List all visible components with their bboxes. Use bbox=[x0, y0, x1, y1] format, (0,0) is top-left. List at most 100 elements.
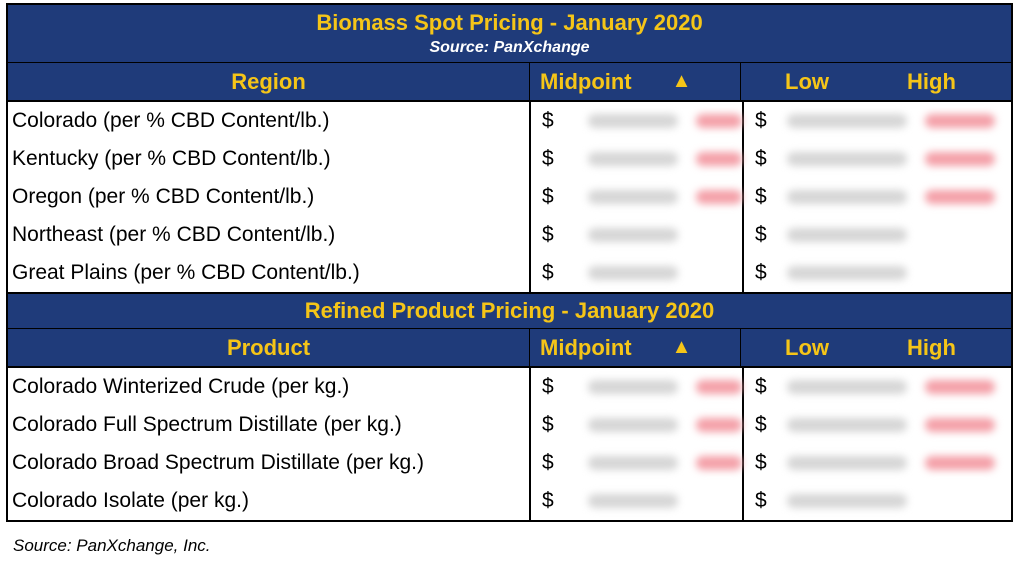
midpoint-header: Midpoint ▲ bbox=[530, 63, 741, 100]
redacted-high bbox=[924, 152, 995, 166]
redacted-value bbox=[587, 190, 678, 204]
pricing-table: Biomass Spot Pricing - January 2020 Sour… bbox=[6, 3, 1013, 522]
midpoint-cell: $ bbox=[531, 216, 742, 254]
biomass-rows: Colorado (per % CBD Content/lb.) Kentucky… bbox=[8, 102, 1011, 292]
redacted-low bbox=[786, 380, 907, 394]
currency-symbol: $ bbox=[755, 489, 767, 512]
redacted-value bbox=[587, 152, 678, 166]
low-high-cell: $ bbox=[744, 102, 1011, 140]
redacted-low bbox=[786, 190, 907, 204]
midpoint-cell: $ bbox=[531, 444, 742, 482]
biomass-low-high-column: $ $ $ $ $ bbox=[744, 102, 1011, 292]
refined-header-row: Product Midpoint ▲ Low High bbox=[8, 329, 1011, 368]
redacted-low bbox=[786, 228, 907, 242]
redacted-value bbox=[587, 418, 678, 432]
midpoint-cell: $ bbox=[531, 140, 742, 178]
biomass-name-column: Colorado (per % CBD Content/lb.) Kentucky… bbox=[8, 102, 531, 292]
redacted-change bbox=[695, 152, 742, 166]
refined-low-high-column: $ $ $ $ bbox=[744, 368, 1011, 520]
low-high-cell: $ bbox=[744, 178, 1011, 216]
region-header: Region bbox=[8, 63, 530, 100]
low-high-cell: $ bbox=[744, 444, 1011, 482]
refined-midpoint-header: Midpoint ▲ bbox=[530, 329, 741, 366]
currency-symbol: $ bbox=[542, 109, 554, 132]
refined-title: Refined Product Pricing - January 2020 bbox=[304, 298, 715, 323]
redacted-value bbox=[587, 114, 678, 128]
redacted-low bbox=[786, 152, 907, 166]
currency-symbol: $ bbox=[542, 451, 554, 474]
row-label: Great Plains (per % CBD Content/lb.) bbox=[12, 261, 360, 284]
refined-midpoint-header-label: Midpoint bbox=[540, 334, 632, 360]
refined-low-high-header: Low High bbox=[741, 329, 1011, 366]
row-label: Oregon (per % CBD Content/lb.) bbox=[12, 185, 315, 208]
row-label: Colorado (per % CBD Content/lb.) bbox=[12, 109, 330, 132]
currency-symbol: $ bbox=[542, 375, 554, 398]
sort-up-icon: ▲ bbox=[671, 70, 692, 92]
redacted-value bbox=[587, 456, 678, 470]
midpoint-cell: $ bbox=[531, 406, 742, 444]
sort-up-icon: ▲ bbox=[671, 336, 692, 358]
redacted-value bbox=[587, 228, 678, 242]
low-high-cell: $ bbox=[744, 406, 1011, 444]
midpoint-cell: $ bbox=[531, 254, 742, 292]
currency-symbol: $ bbox=[542, 413, 554, 436]
redacted-change bbox=[695, 380, 742, 394]
high-header: High bbox=[907, 68, 956, 94]
low-high-cell: $ bbox=[744, 254, 1011, 292]
midpoint-cell: $ bbox=[531, 102, 742, 140]
currency-symbol: $ bbox=[542, 261, 554, 284]
currency-symbol: $ bbox=[755, 413, 767, 436]
midpoint-cell: $ bbox=[531, 368, 742, 406]
redacted-low bbox=[786, 456, 907, 470]
refined-banner: Refined Product Pricing - January 2020 bbox=[8, 292, 1011, 329]
product-header: Product bbox=[8, 329, 530, 366]
currency-symbol: $ bbox=[755, 109, 767, 132]
currency-symbol: $ bbox=[755, 223, 767, 246]
redacted-value bbox=[587, 380, 678, 394]
currency-symbol: $ bbox=[542, 185, 554, 208]
redacted-high bbox=[924, 190, 995, 204]
low-high-cell: $ bbox=[744, 216, 1011, 254]
low-high-cell: $ bbox=[744, 482, 1011, 520]
refined-rows: Colorado Winterized Crude (per kg.) Color… bbox=[8, 368, 1011, 520]
biomass-banner: Biomass Spot Pricing - January 2020 Sour… bbox=[8, 5, 1011, 63]
midpoint-header-label: Midpoint bbox=[540, 68, 632, 94]
refined-midpoint-column: $ $ $ $ bbox=[531, 368, 744, 520]
row-label: Colorado Full Spectrum Distillate (per k… bbox=[12, 413, 402, 436]
currency-symbol: $ bbox=[755, 451, 767, 474]
row-label: Colorado Broad Spectrum Distillate (per … bbox=[12, 451, 425, 474]
redacted-high bbox=[924, 418, 995, 432]
biomass-header-row: Region Midpoint ▲ Low High bbox=[8, 63, 1011, 102]
row-label: Kentucky (per % CBD Content/lb.) bbox=[12, 147, 331, 170]
redacted-change bbox=[695, 418, 742, 432]
currency-symbol: $ bbox=[542, 147, 554, 170]
biomass-subtitle: Source: PanXchange bbox=[429, 39, 590, 56]
redacted-value bbox=[587, 266, 678, 280]
refined-name-column: Colorado Winterized Crude (per kg.) Color… bbox=[8, 368, 531, 520]
source-footer: Source: PanXchange, Inc. bbox=[13, 536, 211, 555]
redacted-low bbox=[786, 418, 907, 432]
low-header: Low bbox=[785, 68, 829, 94]
currency-symbol: $ bbox=[542, 489, 554, 512]
refined-low-header: Low bbox=[785, 334, 829, 360]
redacted-high bbox=[924, 114, 995, 128]
redacted-low bbox=[786, 494, 907, 508]
redacted-change bbox=[695, 190, 742, 204]
currency-symbol: $ bbox=[755, 147, 767, 170]
biomass-title: Biomass Spot Pricing - January 2020 bbox=[316, 10, 703, 35]
midpoint-cell: $ bbox=[531, 482, 742, 520]
currency-symbol: $ bbox=[755, 375, 767, 398]
redacted-high bbox=[924, 380, 995, 394]
row-label: Northeast (per % CBD Content/lb.) bbox=[12, 223, 336, 246]
low-high-cell: $ bbox=[744, 140, 1011, 178]
row-label: Colorado Winterized Crude (per kg.) bbox=[12, 375, 350, 398]
redacted-low bbox=[786, 114, 907, 128]
biomass-midpoint-column: $ $ $ $ $ bbox=[531, 102, 744, 292]
midpoint-cell: $ bbox=[531, 178, 742, 216]
redacted-high bbox=[924, 456, 995, 470]
redacted-change bbox=[695, 456, 742, 470]
currency-symbol: $ bbox=[542, 223, 554, 246]
refined-high-header: High bbox=[907, 334, 956, 360]
currency-symbol: $ bbox=[755, 261, 767, 284]
redacted-low bbox=[786, 266, 907, 280]
